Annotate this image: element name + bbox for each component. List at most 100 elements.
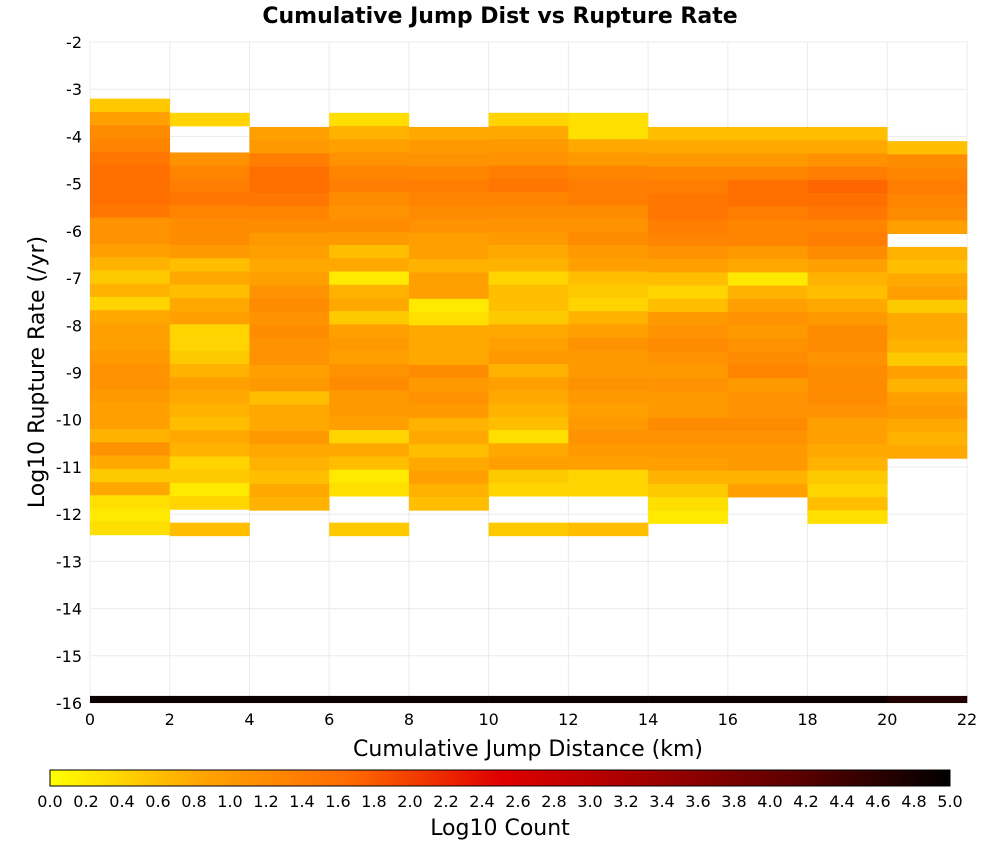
heatmap-cell	[329, 416, 410, 431]
heatmap-cell	[329, 297, 410, 312]
chart-title: Cumulative Jump Dist vs Rupture Rate	[262, 4, 737, 29]
heatmap-cell-bottom	[568, 695, 649, 703]
colorbar-tick-label: 5.0	[937, 792, 962, 811]
heatmap-cell	[887, 313, 968, 327]
heatmap-cell	[488, 416, 569, 431]
colorbar-tick-label: 1.6	[325, 792, 350, 811]
colorbar-tick-label: 4.6	[865, 792, 890, 811]
heatmap-cell	[887, 246, 968, 261]
heatmap-cell	[807, 285, 888, 300]
heatmap-cell	[90, 125, 171, 139]
heatmap-cell	[169, 416, 250, 431]
heatmap-cell	[329, 443, 410, 457]
x-axis-label: Cumulative Jump Distance (km)	[353, 737, 703, 762]
heatmap-cell	[408, 219, 489, 234]
heatmap-cell	[249, 245, 330, 260]
heatmap-cell	[727, 245, 808, 260]
x-tick-labels: 0 2 4 6 8 10 12 14 16 18 20 22	[85, 710, 977, 729]
heatmap-cell	[727, 338, 808, 353]
heatmap-cell	[568, 258, 649, 272]
heatmap-cell	[329, 258, 410, 272]
heatmap-cell	[648, 378, 729, 392]
heatmap-cell	[408, 364, 489, 379]
heatmap-cell	[727, 140, 808, 154]
colorbar-tick-label: 0.6	[145, 792, 170, 811]
heatmap-cell	[90, 376, 171, 390]
heatmap-cell	[90, 323, 171, 337]
y-tick-label: -4	[66, 127, 82, 146]
heatmap-cell	[249, 272, 330, 286]
heatmap-cell	[408, 166, 489, 181]
heatmap-cell	[648, 497, 729, 511]
heatmap-cell	[329, 139, 410, 153]
heatmap-cell	[807, 232, 888, 247]
heatmap-cell	[249, 457, 330, 472]
heatmap-cell	[727, 206, 808, 220]
heatmap-cell	[887, 405, 968, 420]
y-tick-label: -5	[66, 175, 82, 194]
heatmap-cell	[568, 271, 649, 285]
heatmap-cell	[90, 442, 171, 456]
heatmap-cell	[90, 283, 171, 298]
heatmap-cell	[329, 311, 410, 325]
heatmap-cell	[887, 339, 968, 353]
heatmap-cell	[727, 364, 808, 379]
heatmap-cell	[648, 431, 729, 445]
heatmap-cell	[408, 153, 489, 167]
y-tick-label: -13	[56, 552, 82, 571]
heatmap-cell	[90, 151, 171, 166]
y-tick-label: -7	[66, 269, 82, 288]
heatmap-cell	[329, 430, 410, 444]
heatmap-cell	[329, 218, 410, 233]
colorbar-tick-label: 3.6	[685, 792, 710, 811]
colorbar-tick-label: 3.4	[649, 792, 674, 811]
heatmap-cell	[887, 379, 968, 393]
heatmap-cell	[329, 192, 410, 206]
heatmap-cell	[887, 326, 968, 340]
heatmap-cell	[727, 232, 808, 247]
heatmap-cell	[169, 271, 250, 285]
heatmap-cell	[488, 311, 569, 325]
heatmap-cell	[727, 417, 808, 432]
heatmap-cell	[90, 415, 171, 430]
heatmap-cell	[90, 204, 171, 218]
heatmap-cell	[887, 445, 968, 459]
heatmap-cell	[727, 126, 808, 141]
heatmap-cell	[807, 351, 888, 366]
heatmap-cell	[408, 483, 489, 498]
heatmap-cell	[807, 259, 888, 273]
heatmap-cell	[887, 220, 968, 234]
x-tick-label: 12	[558, 710, 578, 729]
x-tick-label: 14	[638, 710, 658, 729]
colorbar-tick-label: 2.6	[505, 792, 530, 811]
heatmap-cell	[648, 457, 729, 472]
heatmap-cell	[169, 430, 250, 444]
heatmap-cell	[648, 510, 729, 524]
heatmap-cell	[90, 244, 171, 258]
heatmap-cell	[90, 468, 171, 483]
heatmap-cell	[807, 325, 888, 339]
heatmap-cell	[648, 259, 729, 273]
heatmap-cell	[887, 286, 968, 301]
heatmap-cell	[249, 153, 330, 167]
heatmap-cell	[488, 178, 569, 193]
heatmap-cell	[169, 469, 250, 484]
heatmap-cell-bottom	[169, 695, 250, 703]
heatmap-cell	[329, 377, 410, 391]
heatmap-cell	[90, 138, 171, 152]
y-tick-label: -10	[56, 411, 82, 430]
heatmap-cell	[887, 260, 968, 274]
heatmap-cell	[727, 325, 808, 339]
heatmap-cell	[727, 457, 808, 472]
heatmap-cell	[488, 231, 569, 246]
x-tick-label: 0	[85, 710, 95, 729]
heatmap-cell	[727, 431, 808, 445]
colorbar-tick-label: 0.8	[181, 792, 206, 811]
heatmap-cell	[249, 232, 330, 247]
heatmap-cell	[648, 193, 729, 207]
heatmap-cell	[329, 522, 410, 537]
heatmap-cell	[568, 390, 649, 404]
heatmap-cell	[807, 219, 888, 234]
heatmap-cell	[568, 112, 649, 127]
heatmap-cell	[329, 469, 410, 484]
